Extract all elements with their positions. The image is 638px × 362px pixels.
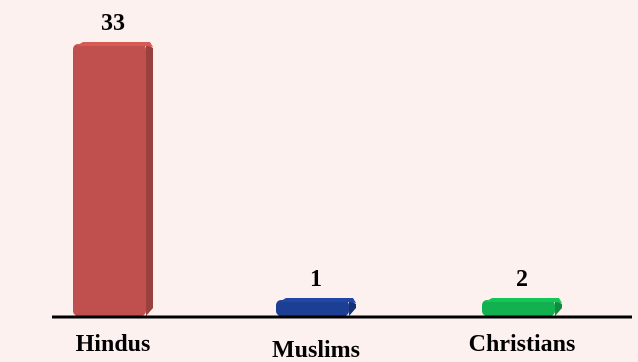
value-label-christians: 2 [516,266,528,292]
bar-muslims-top [279,298,356,303]
bar-hindus [73,42,153,316]
bars-layer [73,42,562,316]
bar-muslims [276,298,356,316]
value-label-hindus: 33 [101,10,125,36]
labels-layer: 33 Hindus 1 Muslims 2 Christians [76,10,576,362]
bar-hindus-front [73,44,146,316]
category-label-hindus: Hindus [76,331,151,357]
category-label-muslims: Muslims [272,337,360,362]
category-label-christians: Christians [469,331,576,357]
bar-christians [482,298,562,316]
bar-christians-front [482,300,555,316]
bar-muslims-front [276,300,349,316]
bar-muslims-side [349,300,356,316]
value-label-muslims: 1 [310,266,322,292]
bar-hindus-top [76,42,153,47]
bar-christians-top [485,298,562,303]
bar-christians-side [555,300,562,316]
bar-hindus-side [146,44,153,316]
